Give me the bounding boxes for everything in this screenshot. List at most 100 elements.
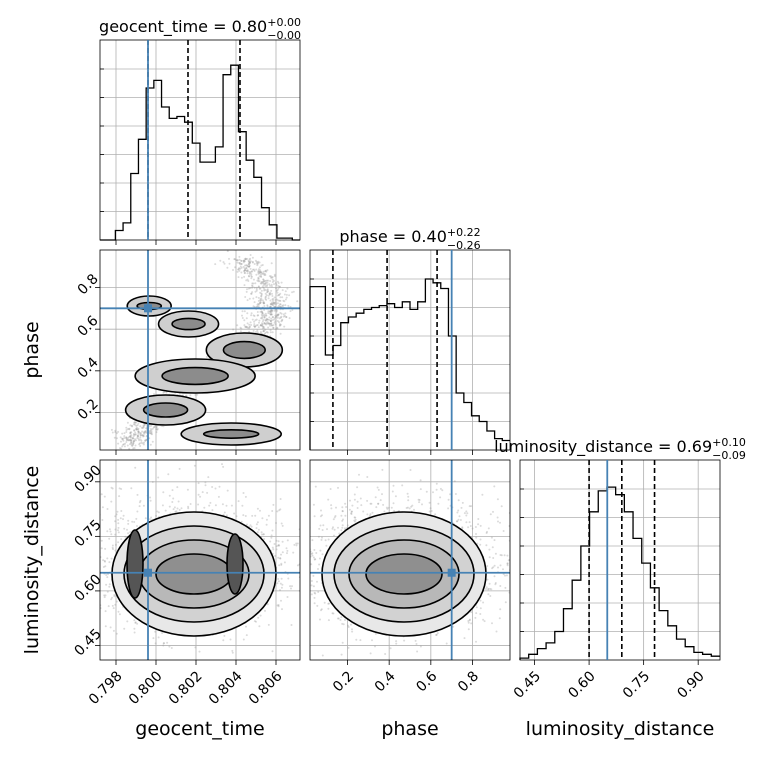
- sample-point: [282, 315, 285, 318]
- sample-point: [513, 531, 515, 533]
- sample-point: [274, 299, 277, 301]
- sample-point: [127, 519, 130, 522]
- sample-point: [88, 507, 90, 509]
- sample-point: [263, 329, 265, 332]
- sample-point: [193, 464, 196, 467]
- sample-point: [271, 303, 274, 306]
- sample-point: [271, 276, 274, 278]
- sample-point: [272, 299, 275, 302]
- sample-point: [323, 544, 325, 546]
- sample-point: [279, 303, 282, 306]
- sample-point: [247, 270, 250, 273]
- sample-point: [149, 432, 152, 434]
- sample-point: [304, 587, 306, 589]
- sample-point: [246, 326, 249, 329]
- sample-point: [118, 495, 121, 498]
- sample-point: [282, 299, 285, 302]
- title-sup: +0.10: [712, 436, 746, 449]
- sample-point: [150, 516, 153, 519]
- sample-point: [136, 424, 139, 427]
- sample-point: [246, 272, 249, 275]
- sample-point: [331, 527, 334, 530]
- sample-point: [263, 288, 266, 291]
- sample-point: [253, 320, 256, 323]
- sample-point: [336, 617, 339, 620]
- sample-point: [340, 529, 343, 532]
- sample-point: [125, 436, 128, 439]
- sample-point: [339, 619, 342, 621]
- sample-point: [150, 429, 153, 432]
- sample-point: [139, 445, 142, 447]
- sample-point: [138, 443, 141, 446]
- sample-point: [134, 431, 137, 434]
- sample-point: [268, 292, 271, 295]
- sample-point: [94, 549, 96, 551]
- sample-point: [512, 545, 514, 547]
- sample-point: [244, 257, 247, 260]
- sample-point: [270, 311, 273, 314]
- sample-point: [270, 275, 272, 278]
- sample-point: [246, 257, 249, 260]
- sample-point: [342, 518, 344, 521]
- sample-point: [271, 316, 274, 319]
- sample-point: [69, 577, 71, 579]
- sample-point: [401, 484, 404, 487]
- sample-point: [341, 622, 344, 625]
- sample-point: [261, 282, 264, 285]
- sample-point: [273, 275, 276, 278]
- sample-point: [366, 513, 369, 516]
- sample-point: [279, 582, 282, 585]
- sample-point: [336, 494, 338, 496]
- sample-point: [278, 321, 280, 324]
- sample-point: [140, 441, 143, 444]
- sample-point: [133, 421, 136, 424]
- sample-point: [278, 304, 280, 307]
- sample-point: [260, 297, 263, 300]
- sample-point: [350, 623, 352, 626]
- sample-point: [133, 631, 136, 634]
- sample-point: [256, 329, 259, 332]
- sample-point: [144, 517, 147, 520]
- sample-point: [487, 588, 490, 591]
- sample-point: [265, 319, 267, 322]
- sample-point: [170, 647, 173, 649]
- sample-point: [260, 292, 263, 295]
- sample-point: [85, 511, 87, 513]
- sample-point: [85, 567, 87, 569]
- sample-point: [222, 639, 225, 642]
- sample-point: [259, 291, 262, 294]
- density-contour: [142, 402, 189, 418]
- sample-point: [153, 393, 155, 396]
- sample-point: [155, 431, 158, 434]
- sample-point: [319, 586, 321, 588]
- sample-point: [259, 302, 261, 305]
- sample-point: [345, 506, 348, 508]
- sample-point: [273, 309, 276, 312]
- sample-point: [279, 323, 281, 326]
- sample-point: [239, 265, 242, 268]
- sample-point: [164, 509, 167, 512]
- sample-point: [152, 426, 155, 429]
- sample-point: [139, 425, 142, 428]
- sample-point: [366, 476, 369, 478]
- sample-point: [270, 283, 273, 286]
- sample-point: [137, 428, 140, 431]
- sample-point: [267, 294, 270, 297]
- sample-point: [235, 259, 238, 262]
- sample-point: [236, 324, 239, 327]
- sample-point: [194, 646, 197, 649]
- sample-point: [253, 620, 256, 623]
- sample-point: [275, 287, 277, 290]
- sample-point: [316, 604, 319, 607]
- sample-point: [266, 290, 269, 293]
- sample-point: [233, 512, 236, 515]
- sample-point: [255, 620, 257, 623]
- sample-point: [269, 319, 272, 322]
- sample-point: [307, 548, 309, 550]
- sample-point: [211, 509, 214, 512]
- sample-point: [135, 424, 138, 427]
- histogram-step: [100, 64, 300, 241]
- sample-point: [259, 332, 262, 335]
- sample-point: [350, 513, 353, 515]
- sample-point: [502, 530, 505, 532]
